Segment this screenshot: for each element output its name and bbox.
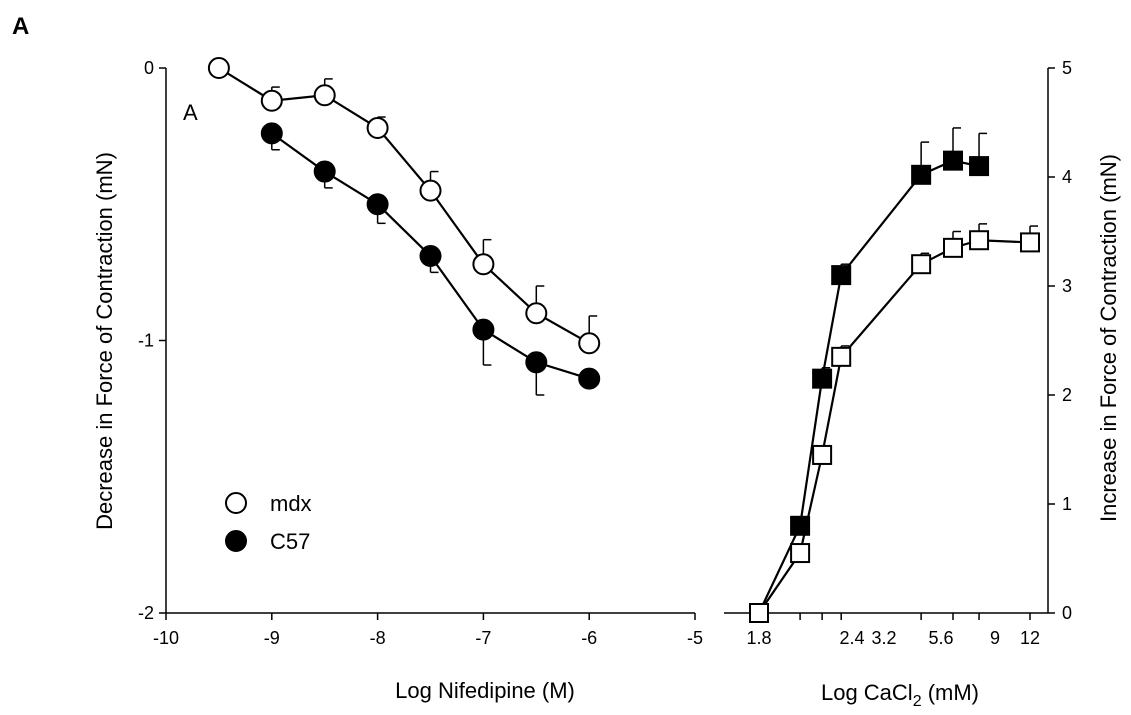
right-y-tick-label: 0 (1062, 603, 1072, 623)
data-point-open-square (969, 230, 990, 251)
right-x-axis-label-subscript: 2 (913, 693, 922, 710)
right-x-tick-label: 2.4 (839, 628, 864, 648)
left-plot-area (207, 57, 601, 396)
series-c57 (260, 122, 601, 396)
left-x-tick-label: -7 (475, 628, 491, 648)
right-x-tick-label: 9 (990, 628, 1000, 648)
panel-label: A (183, 100, 198, 125)
data-point-open-square (812, 444, 833, 465)
data-point-c57 (366, 193, 389, 216)
legend-label-mdx: mdx (270, 491, 312, 516)
data-point-open-square (911, 254, 932, 275)
data-point-filled-square (943, 150, 964, 171)
left-x-tick-label: -6 (581, 628, 597, 648)
data-point-open-square (831, 346, 852, 367)
legend-marker-mdx (225, 492, 247, 514)
right-y-tick-label: 1 (1062, 494, 1072, 514)
data-point-filled-square (969, 156, 990, 177)
legend: mdx C57 (225, 491, 312, 554)
right-y-tick-label: 3 (1062, 276, 1072, 296)
legend-marker-c57 (225, 530, 247, 552)
data-point-mdx (472, 253, 495, 276)
data-point-open-square (943, 237, 964, 258)
data-point-mdx (578, 332, 601, 355)
figure-label: A (12, 13, 29, 40)
right-chart: Log CaCl2 (mM) Increase in Force of Cont… (724, 58, 1121, 710)
series-filled-squares (749, 127, 990, 623)
left-y-tick-label: -2 (138, 603, 154, 623)
data-point-mdx (313, 84, 336, 107)
right-plot-area (749, 127, 1040, 623)
data-point-filled-square (911, 164, 932, 185)
right-x-tick-label: 1.8 (746, 628, 771, 648)
data-point-c57 (525, 351, 548, 374)
right-x-tick-label: 12 (1020, 628, 1040, 648)
data-point-mdx (207, 57, 230, 79)
left-x-tick-label: -8 (370, 628, 386, 648)
data-point-c57 (260, 122, 283, 145)
legend-label-c57: C57 (270, 529, 310, 554)
data-point-mdx (260, 89, 283, 112)
left-x-tick-label: -5 (687, 628, 703, 648)
data-point-mdx (419, 179, 442, 202)
data-point-filled-square (812, 368, 833, 389)
right-x-tick-label: 5.6 (928, 628, 953, 648)
left-axes: -10 -9 -8 -7 -6 -5 0 -1 -2 (138, 58, 703, 648)
data-point-mdx (525, 302, 548, 325)
right-x-axis-label-main: Log CaCl (821, 680, 913, 705)
right-y-tick-label: 5 (1062, 58, 1072, 78)
left-x-tick-label: -10 (153, 628, 179, 648)
right-x-tick-label: 3.2 (871, 628, 896, 648)
data-point-open-square (1020, 232, 1040, 253)
left-x-tick-label: -9 (264, 628, 280, 648)
data-point-c57 (472, 318, 495, 341)
left-x-axis-label: Log Nifedipine (M) (395, 678, 575, 703)
data-point-c57 (578, 367, 601, 390)
right-y-tick-label: 4 (1062, 167, 1072, 187)
right-y-axis-label: Increase in Force of Contraction (mN) (1096, 154, 1121, 522)
series-open-squares (749, 223, 1040, 623)
series-mdx (207, 57, 601, 355)
left-y-tick-label: -1 (138, 331, 154, 351)
right-x-axis-label: Log CaCl2 (mM) (821, 680, 979, 710)
right-x-axis-label-unit: (mM) (922, 680, 979, 705)
data-point-open-square (790, 543, 811, 564)
left-y-axis-label: Decrease in Force of Contraction (mN) (92, 152, 117, 530)
data-point-c57 (313, 160, 336, 183)
data-point-open-square (749, 603, 769, 623)
data-point-c57 (419, 245, 442, 268)
data-point-filled-square (831, 265, 852, 286)
left-chart: A Log Nifedipine (M) Decrease in Force o… (92, 57, 703, 703)
left-y-tick-label: 0 (144, 58, 154, 78)
right-y-tick-label: 2 (1062, 385, 1072, 405)
data-point-mdx (366, 116, 389, 139)
